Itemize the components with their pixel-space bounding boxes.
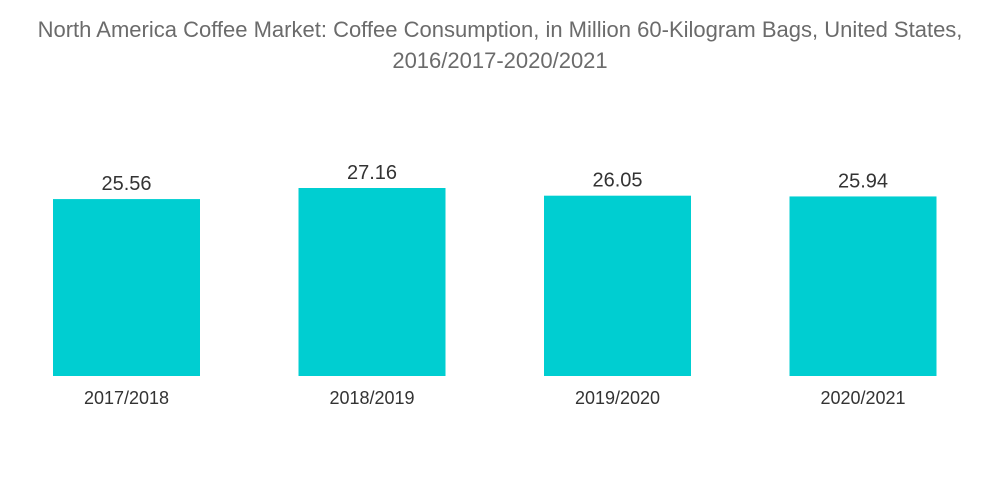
bar-2017-2018 bbox=[53, 199, 200, 376]
bar-2018-2019 bbox=[298, 188, 446, 376]
value-label-2019-2020: 26.05 bbox=[592, 170, 642, 192]
x-tick-label-2018-2019: 2018/2019 bbox=[329, 388, 414, 408]
x-axis-tick-labels: 2017/2018 2018/2019 2019/2020 2020/2021 bbox=[84, 388, 906, 408]
x-tick-label-2019-2020: 2019/2020 bbox=[575, 388, 660, 408]
value-label-2020-2021: 25.94 bbox=[838, 170, 888, 192]
chart-title: North America Coffee Market: Coffee Cons… bbox=[37, 17, 963, 73]
x-tick-label-2017-2018: 2017/2018 bbox=[84, 388, 169, 408]
bar-2019-2020 bbox=[544, 195, 691, 376]
value-label-2017-2018: 25.56 bbox=[101, 173, 151, 195]
bar-2020-2021 bbox=[789, 196, 937, 376]
value-labels-group: 25.56 27.16 26.05 25.94 bbox=[101, 162, 888, 195]
bars-group bbox=[53, 188, 937, 376]
value-label-2018-2019: 27.16 bbox=[347, 162, 397, 184]
x-tick-label-2020-2021: 2020/2021 bbox=[820, 388, 905, 408]
